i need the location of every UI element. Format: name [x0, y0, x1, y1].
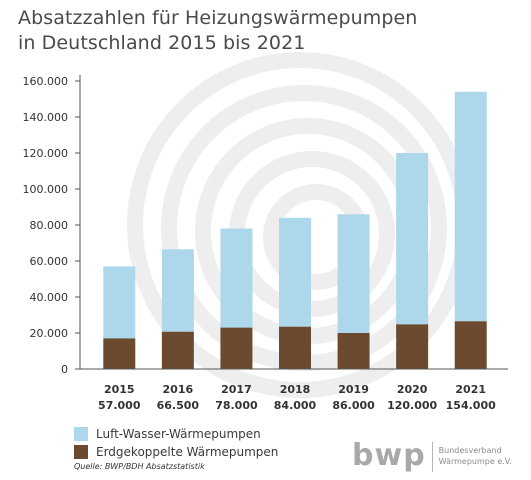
- legend-swatch-erdgekoppelt: [74, 445, 88, 459]
- y-tick-label: 60.000: [30, 255, 69, 268]
- source-note: Quelle: BWP/BDH Absatzstatistik: [74, 462, 205, 471]
- y-tick-label: 20.000: [30, 327, 69, 340]
- legend: Luft-Wasser-Wärmepumpen Erdgekoppelte Wä…: [74, 425, 278, 461]
- y-tick-label: 40.000: [30, 291, 69, 304]
- bar-luft-wasser-2021: [454, 91, 487, 322]
- x-tick-label: 2019: [338, 383, 369, 396]
- x-tick-label: 2017: [221, 383, 252, 396]
- stacked-bar-chart: 0 20.000 40.000 60.000 80.000 100.000 120.000 1…: [23, 52, 508, 412]
- total-label: 84.000: [274, 399, 317, 412]
- total-label: 154.000: [446, 399, 496, 412]
- x-tick-label: 2021: [455, 383, 486, 396]
- bar-erdgekoppelt-2018: [279, 326, 311, 369]
- total-label: 120.000: [387, 399, 437, 412]
- total-label: 66.500: [157, 399, 200, 412]
- bars: [103, 91, 487, 369]
- legend-swatch-luft-wasser: [74, 427, 88, 441]
- logo-text-line-2: Wärmepumpe e.V.: [438, 457, 512, 466]
- bar-luft-wasser-2020: [396, 153, 429, 325]
- y-axis: 0 20.000 40.000 60.000 80.000 100.000 120.000 1…: [23, 75, 81, 376]
- x-tick-label: 2020: [397, 383, 428, 396]
- bwp-logo: bwp Bundesverband Wärmepumpe e.V.: [352, 440, 512, 476]
- y-tick-label: 140.000: [23, 111, 69, 124]
- bar-erdgekoppelt-2019: [337, 333, 370, 369]
- bar-erdgekoppelt-2021: [454, 321, 487, 369]
- y-tick-label: 160.000: [23, 75, 69, 88]
- legend-item-luft-wasser: Luft-Wasser-Wärmepumpen: [74, 425, 278, 443]
- y-tick-label: 0: [61, 363, 68, 376]
- y-tick-label: 100.000: [23, 183, 69, 196]
- y-tick-label: 80.000: [30, 219, 69, 232]
- bar-erdgekoppelt-2016: [161, 331, 194, 369]
- bar-luft-wasser-2016: [161, 249, 194, 332]
- x-tick-label: 2015: [104, 383, 135, 396]
- x-tick-label: 2016: [163, 383, 194, 396]
- bar-luft-wasser-2019: [337, 214, 370, 333]
- legend-label-erdgekoppelt: Erdgekoppelte Wärmepumpen: [96, 445, 279, 459]
- logo-text-line-1: Bundesverband: [438, 446, 502, 455]
- x-tick-label: 2018: [280, 383, 311, 396]
- bar-luft-wasser-2015: [103, 266, 136, 339]
- total-label: 57.000: [98, 399, 141, 412]
- total-label: 86.000: [332, 399, 375, 412]
- chart-title-line-2: in Deutschland 2015 bis 2021: [18, 32, 306, 54]
- chart-title: Absatzzahlen für Heizungswärmepumpen in …: [18, 6, 518, 56]
- logo-text: Bundesverband Wärmepumpe e.V.: [439, 440, 512, 467]
- bar-luft-wasser-2017: [220, 228, 253, 328]
- legend-item-erdgekoppelt: Erdgekoppelte Wärmepumpen: [74, 443, 278, 461]
- bar-erdgekoppelt-2017: [220, 327, 253, 369]
- logo-separator: [431, 442, 433, 472]
- y-tick-label: 120.000: [23, 147, 69, 160]
- x-axis: 2015 57.000 2016 66.500 2017 78.000 2018 84.000…: [80, 368, 508, 412]
- chart-title-line-1: Absatzzahlen für Heizungswärmepumpen: [18, 7, 418, 29]
- total-label: 78.000: [215, 399, 258, 412]
- legend-label-luft-wasser: Luft-Wasser-Wärmepumpen: [96, 427, 261, 441]
- bar-erdgekoppelt-2020: [396, 324, 429, 369]
- bar-luft-wasser-2018: [279, 217, 311, 327]
- bar-erdgekoppelt-2015: [103, 338, 136, 369]
- logo-mark: bwp: [352, 438, 426, 473]
